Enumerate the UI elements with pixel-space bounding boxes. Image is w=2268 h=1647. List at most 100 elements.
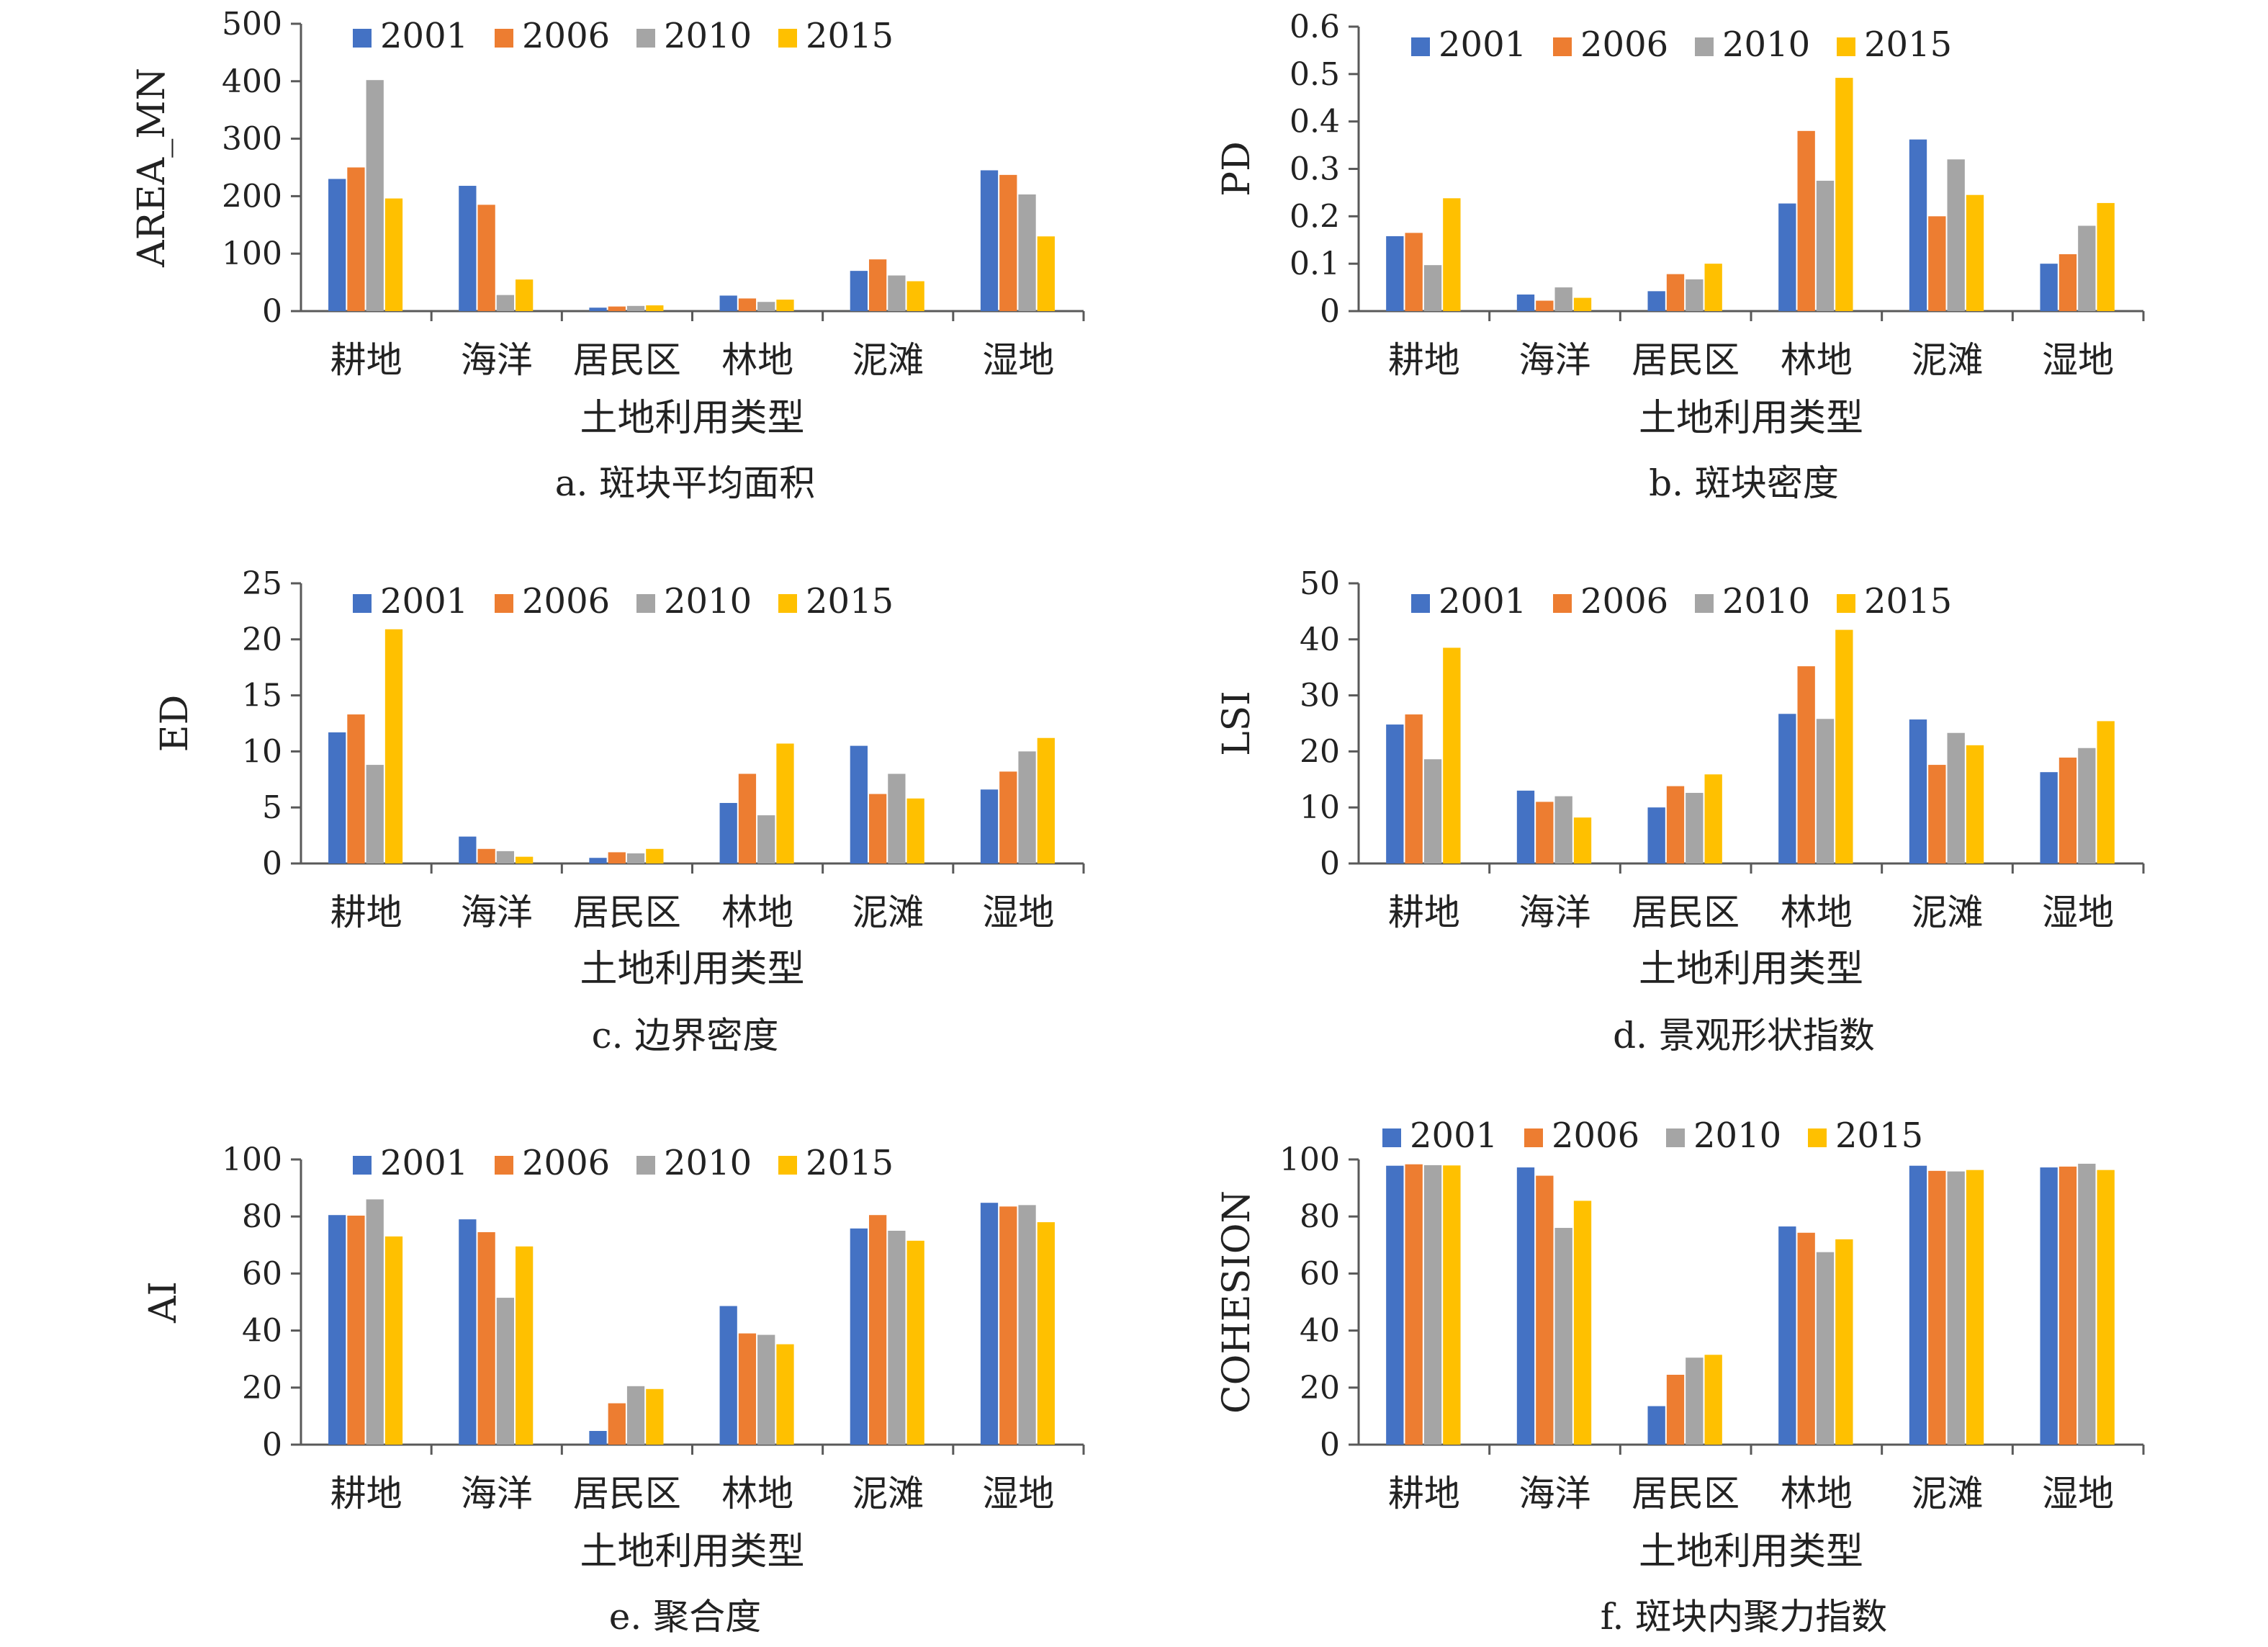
legend-swatch-2015	[1837, 37, 1855, 56]
legend-label-2001: 2001	[1410, 1116, 1498, 1156]
y-tick-label: 0.6	[1290, 9, 1340, 45]
y-tick-label: 0	[262, 293, 282, 330]
bar-2001-3	[1778, 1226, 1796, 1445]
y-tick-label: 0	[262, 845, 282, 882]
legend-label-2006: 2006	[1552, 1116, 1639, 1156]
bar-2001-5	[980, 1203, 999, 1445]
legend-swatch-2015	[1837, 594, 1855, 613]
bar-2001-4	[850, 745, 868, 863]
y-tick-label: 20	[242, 1370, 282, 1406]
y-tick-label: 0	[1320, 1427, 1340, 1463]
y-axis-title: ED	[153, 695, 197, 753]
legend-swatch-2015	[1808, 1128, 1827, 1147]
bar-2006-1	[1536, 300, 1554, 311]
x-axis-title: 土地利用类型	[1639, 397, 1863, 440]
x-category-label: 泥滩	[1912, 339, 1984, 381]
bar-2010-5	[2078, 225, 2096, 311]
bar-2001-0	[328, 1215, 346, 1445]
bar-2010-1	[1554, 287, 1572, 311]
x-category-label: 泥滩	[852, 892, 924, 933]
bar-2010-1	[496, 851, 515, 863]
bar-2015-0	[384, 198, 403, 311]
legend-swatch-2001	[353, 1156, 372, 1175]
legend-swatch-2010	[1666, 1128, 1685, 1147]
bar-2001-5	[2040, 772, 2058, 863]
legend-swatch-2001	[1411, 594, 1430, 613]
legend-label-2015: 2015	[806, 581, 894, 621]
bar-2006-3	[1797, 130, 1815, 311]
bar-2006-3	[738, 298, 757, 311]
bar-2010-2	[626, 1386, 645, 1445]
chart-panel-4: 0 10 20 30 40 50 耕地 海洋 居民区 林地 泥滩 湿地 2001 2006 2010 2015…	[1215, 565, 2145, 1056]
bar-2010-0	[366, 1199, 384, 1445]
y-tick-label: 100	[1279, 1141, 1340, 1178]
bar-2015-2	[1704, 774, 1722, 863]
bar-2006-5	[999, 771, 1017, 863]
y-tick-label: 15	[242, 678, 282, 714]
legend-label-2015: 2015	[1864, 24, 1952, 65]
bar-2015-3	[776, 1344, 794, 1445]
y-tick-label: 0.3	[1290, 151, 1340, 188]
bar-2010-1	[1554, 1228, 1572, 1445]
bar-2010-2	[1686, 279, 1704, 311]
legend-label-2006: 2006	[1580, 24, 1668, 65]
bar-2006-0	[1405, 233, 1423, 311]
bar-2015-4	[1966, 745, 1984, 863]
x-category-label: 林地	[721, 339, 793, 381]
y-tick-label: 20	[242, 621, 282, 658]
bar-2006-0	[1405, 1164, 1423, 1445]
y-tick-label: 10	[242, 733, 282, 770]
bar-2006-4	[1928, 1170, 1946, 1445]
bar-2006-4	[868, 259, 887, 311]
y-axis-title: PD	[1215, 141, 1259, 197]
x-category-label: 居民区	[1632, 339, 1740, 381]
bar-2015-5	[2097, 1170, 2115, 1445]
x-category-label: 耕地	[330, 339, 402, 381]
legend-label-2010: 2010	[1722, 581, 1810, 621]
legend-label-2015: 2015	[1835, 1116, 1923, 1156]
y-tick-label: 500	[222, 6, 282, 42]
bar-2006-4	[1928, 765, 1946, 863]
legend-label-2006: 2006	[522, 581, 610, 621]
bar-2001-1	[459, 1219, 477, 1445]
x-category-label: 林地	[1781, 892, 1853, 933]
legend-label-2001: 2001	[380, 581, 468, 621]
bar-2015-0	[384, 1236, 403, 1445]
bar-2015-5	[2097, 202, 2115, 311]
y-tick-label: 0.5	[1290, 56, 1340, 93]
x-axis-title: 土地利用类型	[580, 397, 804, 440]
bar-2006-2	[608, 306, 626, 311]
y-axis-title: AI	[142, 1281, 185, 1324]
x-axis-title: 土地利用类型	[1639, 1530, 1863, 1574]
bar-2015-0	[1443, 1165, 1461, 1445]
bar-2010-5	[2078, 1163, 2096, 1445]
y-tick-label: 10	[1300, 789, 1340, 826]
bar-2001-5	[980, 170, 999, 311]
bar-2006-5	[2058, 254, 2077, 311]
y-tick-label: 80	[242, 1198, 282, 1235]
bar-2015-2	[646, 305, 664, 311]
bar-2015-1	[516, 856, 534, 863]
legend-swatch-2001	[1411, 37, 1430, 56]
bar-2010-2	[626, 853, 645, 863]
bar-2015-0	[1443, 198, 1461, 311]
bar-2006-4	[868, 794, 887, 863]
legend-label-2001: 2001	[380, 16, 468, 56]
bar-2001-3	[1778, 714, 1796, 863]
bar-2015-3	[1835, 1239, 1853, 1445]
x-category-label: 林地	[721, 1473, 793, 1514]
x-category-label: 湿地	[2042, 892, 2114, 933]
bar-2001-4	[850, 1228, 868, 1445]
bar-2010-4	[1947, 732, 1965, 863]
x-category-label: 湿地	[982, 339, 1054, 381]
bar-2001-2	[589, 858, 607, 863]
bar-2001-5	[2040, 1167, 2058, 1445]
y-axis-title: COHESION	[1215, 1190, 1259, 1414]
y-tick-label: 0.2	[1290, 198, 1340, 235]
bar-2010-0	[1423, 759, 1442, 863]
panel-caption: a. 斑块平均面积	[555, 462, 816, 504]
legend-label-2015: 2015	[1864, 581, 1952, 621]
legend-swatch-2010	[1695, 594, 1714, 613]
bar-2001-3	[1778, 203, 1796, 311]
bar-2006-0	[347, 1216, 365, 1445]
